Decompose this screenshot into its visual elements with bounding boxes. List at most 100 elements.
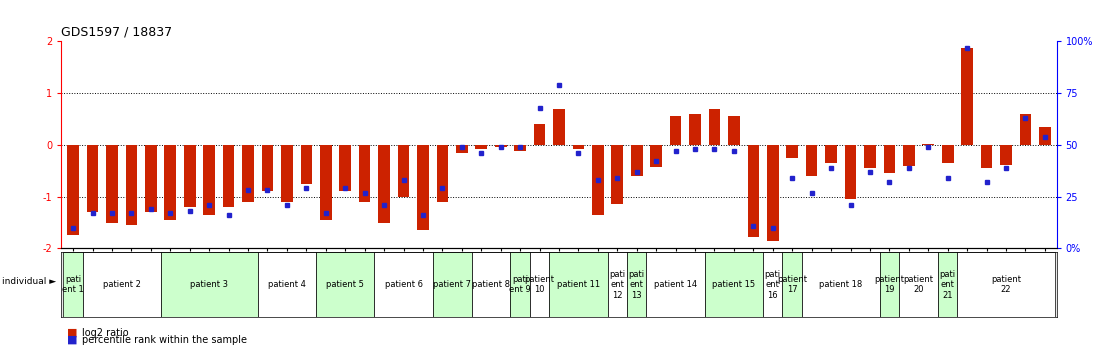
Bar: [87, 145, 98, 212]
Bar: [203, 145, 215, 215]
Bar: [375, 252, 433, 317]
Bar: [533, 124, 546, 145]
Bar: [340, 145, 351, 191]
Bar: [417, 145, 429, 230]
Bar: [612, 145, 623, 204]
Bar: [222, 145, 235, 207]
Bar: [472, 252, 511, 317]
Text: pati
ent
16: pati ent 16: [765, 270, 780, 299]
Bar: [646, 252, 704, 317]
Bar: [1039, 127, 1051, 145]
Bar: [709, 109, 720, 145]
Bar: [436, 145, 448, 202]
Text: patient 18: patient 18: [819, 280, 862, 289]
Bar: [262, 145, 273, 191]
Bar: [825, 145, 837, 163]
Text: patient 6: patient 6: [385, 280, 423, 289]
Bar: [961, 48, 973, 145]
Bar: [398, 145, 409, 197]
Bar: [320, 145, 332, 220]
Bar: [957, 252, 1054, 317]
Bar: [593, 145, 604, 215]
Bar: [281, 145, 293, 202]
Text: patient 2: patient 2: [103, 280, 141, 289]
Bar: [475, 145, 487, 149]
Bar: [783, 252, 802, 317]
Text: patient
19: patient 19: [874, 275, 904, 294]
Bar: [514, 145, 525, 151]
Text: patient
22: patient 22: [991, 275, 1021, 294]
Text: patient 7: patient 7: [433, 280, 471, 289]
Bar: [549, 252, 607, 317]
Bar: [903, 145, 915, 166]
Bar: [511, 252, 530, 317]
Bar: [243, 145, 254, 202]
Bar: [433, 252, 472, 317]
Bar: [607, 252, 627, 317]
Text: patient
10: patient 10: [524, 275, 555, 294]
Bar: [767, 145, 778, 241]
Bar: [301, 145, 312, 184]
Bar: [164, 145, 177, 220]
Bar: [728, 116, 740, 145]
Bar: [651, 145, 662, 167]
Text: pati
ent 1: pati ent 1: [63, 275, 84, 294]
Bar: [845, 145, 856, 199]
Bar: [316, 252, 375, 317]
Text: ■: ■: [67, 335, 77, 345]
Bar: [359, 145, 370, 202]
Bar: [530, 252, 549, 317]
Bar: [864, 145, 875, 168]
Bar: [980, 145, 993, 168]
Text: GDS1597 / 18837: GDS1597 / 18837: [61, 26, 172, 39]
Bar: [258, 252, 316, 317]
Bar: [83, 252, 161, 317]
Text: individual ►: individual ►: [2, 277, 56, 286]
Text: pati
ent 9: pati ent 9: [510, 275, 531, 294]
Bar: [689, 114, 701, 145]
Bar: [456, 145, 467, 152]
Bar: [806, 145, 817, 176]
Text: patient
20: patient 20: [903, 275, 934, 294]
Text: ■: ■: [67, 328, 77, 338]
Bar: [764, 252, 783, 317]
Bar: [553, 109, 565, 145]
Text: percentile rank within the sample: percentile rank within the sample: [82, 335, 247, 345]
Text: patient 14: patient 14: [654, 280, 698, 289]
Bar: [378, 145, 390, 223]
Bar: [883, 145, 896, 173]
Bar: [670, 116, 682, 145]
Bar: [899, 252, 938, 317]
Bar: [145, 145, 157, 212]
Bar: [125, 145, 138, 225]
Text: patient 4: patient 4: [268, 280, 306, 289]
Bar: [704, 252, 764, 317]
Bar: [922, 144, 934, 145]
Bar: [495, 145, 506, 148]
Bar: [106, 145, 117, 223]
Text: patient 11: patient 11: [557, 280, 600, 289]
Text: patient 8: patient 8: [472, 280, 510, 289]
Text: log2 ratio: log2 ratio: [82, 328, 129, 338]
Bar: [880, 252, 899, 317]
Bar: [786, 145, 798, 158]
Bar: [1020, 114, 1031, 145]
Bar: [631, 145, 643, 176]
Bar: [941, 145, 954, 163]
Text: patient 3: patient 3: [190, 280, 228, 289]
Bar: [184, 145, 196, 207]
Bar: [67, 145, 79, 235]
Bar: [748, 145, 759, 237]
Text: pati
ent
13: pati ent 13: [628, 270, 645, 299]
Bar: [627, 252, 646, 317]
Bar: [938, 252, 957, 317]
Bar: [161, 252, 258, 317]
Bar: [802, 252, 880, 317]
Bar: [1001, 145, 1012, 165]
Text: patient 15: patient 15: [712, 280, 756, 289]
Text: patient
17: patient 17: [777, 275, 807, 294]
Bar: [572, 145, 585, 149]
Text: patient 5: patient 5: [326, 280, 364, 289]
Text: pati
ent
12: pati ent 12: [609, 270, 625, 299]
Bar: [64, 252, 83, 317]
